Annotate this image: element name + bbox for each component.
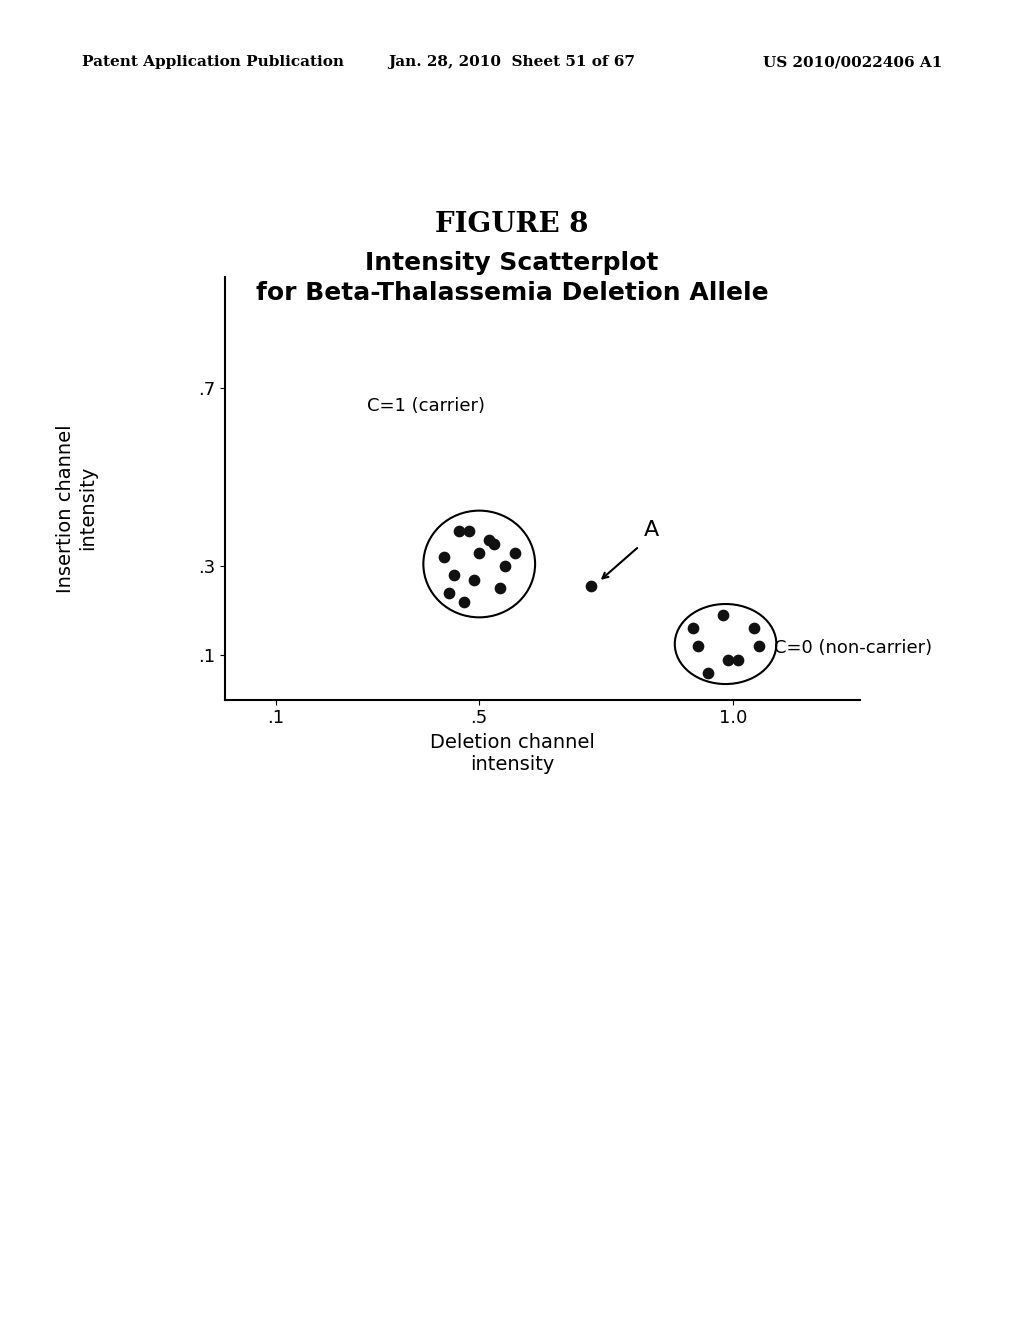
- Point: [507, 543, 523, 564]
- Point: [689, 636, 706, 657]
- Point: [497, 556, 513, 577]
- Text: FIGURE 8: FIGURE 8: [435, 211, 589, 238]
- Point: [440, 582, 457, 603]
- Point: [720, 649, 736, 671]
- Text: Patent Application Publication: Patent Application Publication: [82, 55, 344, 70]
- Point: [583, 576, 599, 597]
- Point: [471, 543, 487, 564]
- Point: [699, 663, 716, 684]
- Point: [435, 546, 452, 568]
- Point: [684, 618, 700, 639]
- Point: [730, 649, 746, 671]
- Point: [745, 618, 762, 639]
- Point: [715, 605, 731, 626]
- Point: [456, 591, 472, 612]
- Point: [445, 565, 462, 586]
- Point: [492, 578, 508, 599]
- Point: [486, 533, 503, 554]
- Text: Intensity Scatterplot
for Beta-Thalassemia Deletion Allele: Intensity Scatterplot for Beta-Thalassem…: [256, 251, 768, 305]
- Text: A: A: [644, 520, 659, 540]
- Text: US 2010/0022406 A1: US 2010/0022406 A1: [763, 55, 942, 70]
- Text: Jan. 28, 2010  Sheet 51 of 67: Jan. 28, 2010 Sheet 51 of 67: [388, 55, 636, 70]
- Text: Insertion channel
intensity: Insertion channel intensity: [56, 424, 97, 593]
- Text: Deletion channel
intensity: Deletion channel intensity: [429, 733, 595, 774]
- Point: [461, 520, 477, 541]
- Point: [481, 529, 498, 550]
- Point: [751, 636, 767, 657]
- Point: [466, 569, 482, 590]
- Point: [451, 520, 467, 541]
- Text: C=0 (non-carrier): C=0 (non-carrier): [774, 639, 932, 657]
- Text: C=1 (carrier): C=1 (carrier): [368, 397, 485, 416]
